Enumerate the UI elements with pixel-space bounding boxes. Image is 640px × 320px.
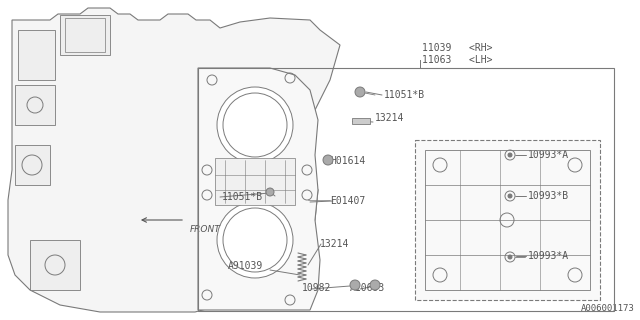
Text: 10993*A: 10993*A <box>528 251 569 261</box>
Polygon shape <box>18 30 55 80</box>
Circle shape <box>217 87 293 163</box>
Bar <box>415 140 600 300</box>
Circle shape <box>370 280 380 290</box>
Circle shape <box>323 155 333 165</box>
Circle shape <box>508 255 512 259</box>
Bar <box>425 150 590 290</box>
Text: FRONT: FRONT <box>190 225 221 234</box>
Circle shape <box>508 194 512 198</box>
Text: 10982: 10982 <box>302 283 332 293</box>
Circle shape <box>508 153 512 157</box>
Text: A006001173: A006001173 <box>581 304 635 313</box>
Polygon shape <box>60 15 110 55</box>
Text: H01614: H01614 <box>330 156 365 166</box>
Circle shape <box>266 188 274 196</box>
Text: 11051*B: 11051*B <box>384 90 425 100</box>
Polygon shape <box>198 68 320 310</box>
Polygon shape <box>30 240 80 290</box>
Text: 11039   <RH>: 11039 <RH> <box>422 43 493 53</box>
Polygon shape <box>8 8 340 312</box>
Polygon shape <box>15 85 55 125</box>
Text: 11063   <LH>: 11063 <LH> <box>422 55 493 65</box>
Bar <box>198 68 614 311</box>
Circle shape <box>217 202 293 278</box>
Polygon shape <box>215 158 295 205</box>
Text: 13214: 13214 <box>320 239 349 249</box>
Circle shape <box>350 280 360 290</box>
Polygon shape <box>15 145 50 185</box>
Text: A10693: A10693 <box>350 283 385 293</box>
Text: 10993*B: 10993*B <box>528 191 569 201</box>
Text: A91039: A91039 <box>228 261 263 271</box>
Text: 11051*B: 11051*B <box>222 192 263 202</box>
Circle shape <box>355 87 365 97</box>
Text: 10993*A: 10993*A <box>528 150 569 160</box>
Text: E01407: E01407 <box>330 196 365 206</box>
Bar <box>352 118 370 124</box>
Text: 13214: 13214 <box>375 113 404 123</box>
